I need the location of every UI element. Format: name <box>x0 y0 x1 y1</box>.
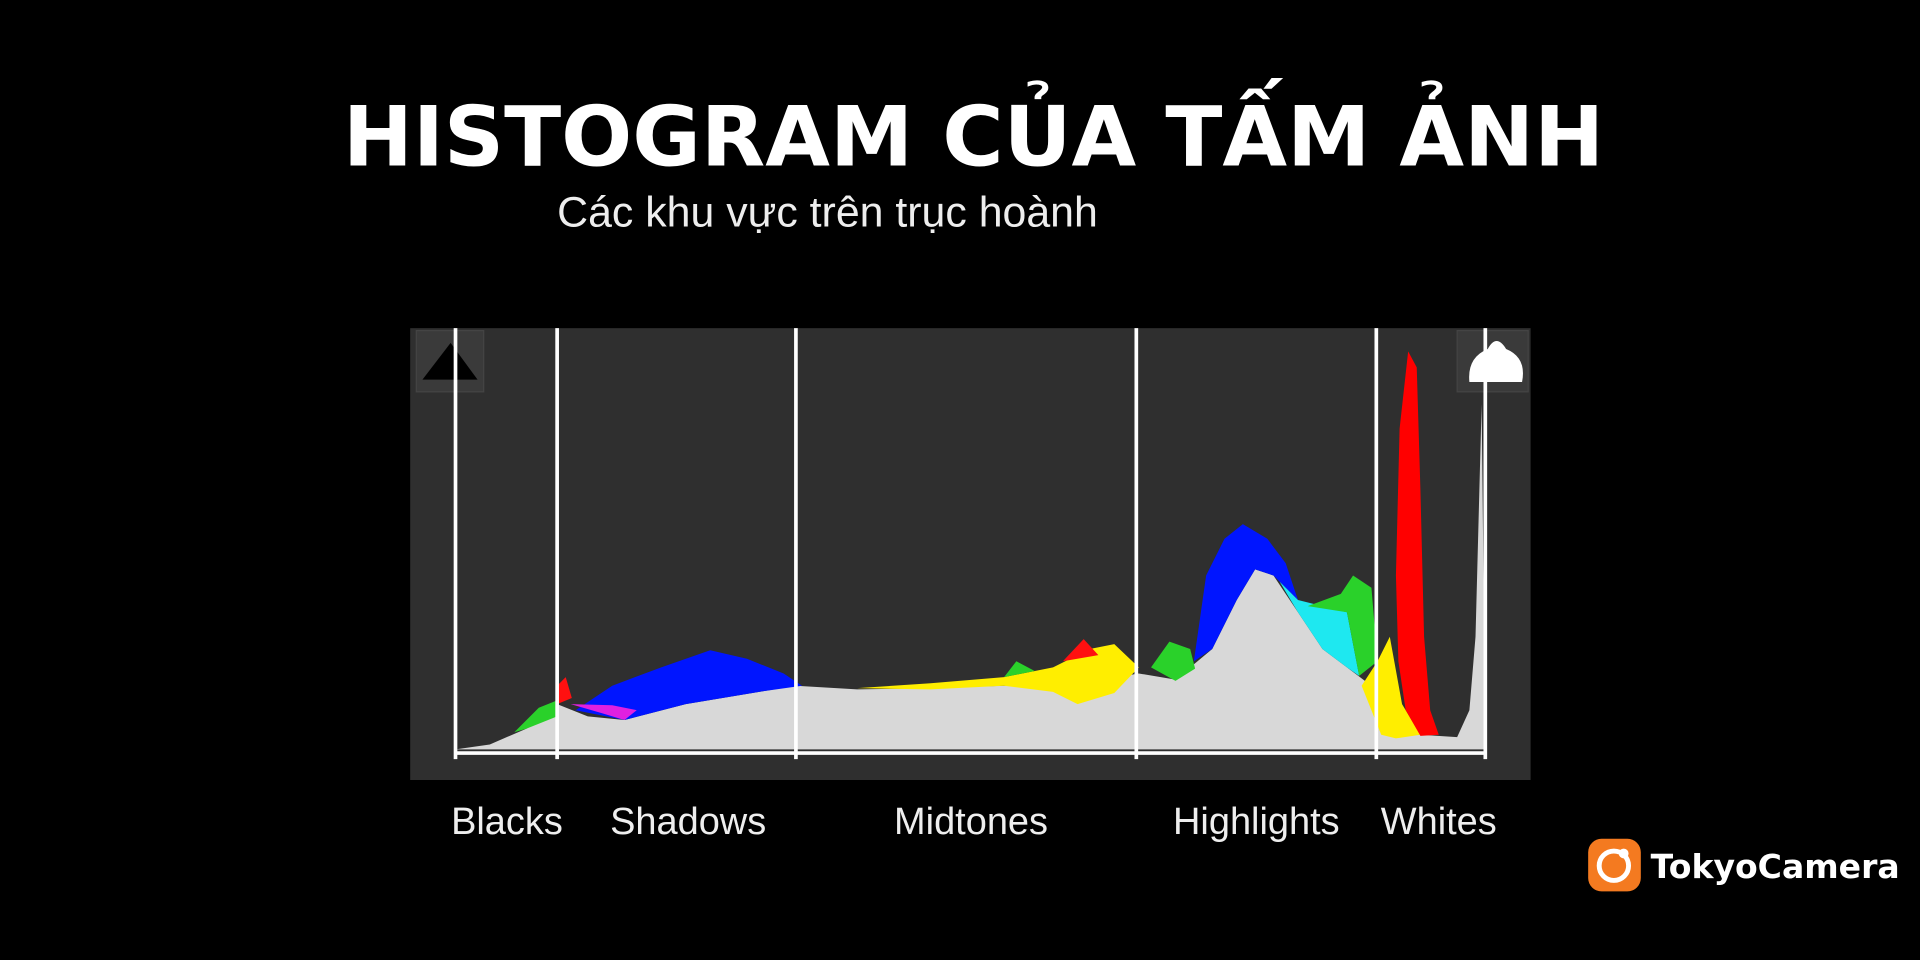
brand-icon-ring <box>1596 848 1632 883</box>
histogram-panel <box>410 328 1531 780</box>
green-area <box>1307 575 1378 676</box>
red-area <box>1062 639 1099 662</box>
brand-icon <box>1588 838 1641 892</box>
zone-label: Blacks <box>451 801 563 843</box>
green-area <box>1151 641 1196 681</box>
zone-label: Midtones <box>894 801 1048 843</box>
zone-dividers <box>453 328 1488 760</box>
magenta-area <box>570 704 637 720</box>
black-clip-icon <box>422 342 478 380</box>
subtitle: Các khu vực trên trục hoành <box>557 189 1098 237</box>
zone-label: Whites <box>1381 801 1497 843</box>
green-area <box>1004 661 1035 678</box>
white-clip-icon <box>1469 341 1523 383</box>
black-clip-box <box>415 330 485 393</box>
cyan-area <box>1279 581 1360 676</box>
brand-icon-dot <box>1618 848 1629 859</box>
brand-name: TokyoCamera <box>1651 847 1900 886</box>
red-area <box>557 677 572 705</box>
zone-label: Highlights <box>1173 801 1340 843</box>
blue-area <box>1193 524 1298 662</box>
green-area <box>514 700 558 733</box>
yellow-area <box>857 644 1139 705</box>
brand-logo: TokyoCamera <box>1588 838 1900 892</box>
blue-area <box>575 650 803 720</box>
luminance-area <box>455 404 1486 750</box>
title: HISTOGRAM CỦA TẤM ẢNH <box>343 76 1604 185</box>
red-area <box>1395 351 1439 736</box>
zone-label: Shadows <box>610 801 766 843</box>
